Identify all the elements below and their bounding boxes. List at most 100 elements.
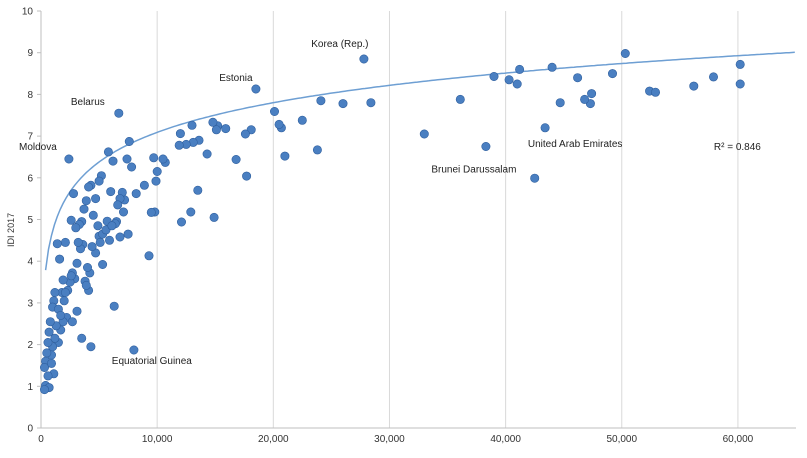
data-point bbox=[72, 306, 82, 316]
data-point bbox=[44, 327, 54, 337]
data-point bbox=[280, 151, 290, 161]
data-point bbox=[139, 180, 149, 190]
data-point bbox=[580, 94, 590, 104]
data-point bbox=[107, 221, 117, 231]
y-tick-label: 2 bbox=[27, 340, 33, 351]
data-point bbox=[515, 64, 525, 74]
data-point bbox=[504, 75, 514, 85]
data-point bbox=[39, 362, 49, 372]
data-point bbox=[52, 239, 62, 249]
data-point bbox=[42, 348, 52, 358]
data-point bbox=[87, 242, 97, 252]
annotation-label: Equatorial Guinea bbox=[112, 356, 192, 367]
data-point bbox=[43, 337, 53, 347]
data-point bbox=[81, 280, 91, 290]
data-point bbox=[512, 79, 522, 89]
log-trendline bbox=[44, 51, 795, 271]
data-point bbox=[72, 258, 82, 268]
data-point bbox=[69, 189, 79, 199]
data-point bbox=[587, 89, 597, 99]
data-point bbox=[91, 194, 101, 204]
data-point bbox=[66, 271, 76, 281]
data-point bbox=[193, 185, 203, 195]
data-point bbox=[221, 124, 231, 134]
y-tick-label: 1 bbox=[27, 382, 33, 393]
data-point bbox=[419, 129, 429, 139]
data-point bbox=[149, 153, 159, 163]
data-point bbox=[108, 156, 118, 166]
x-tick-label: 0 bbox=[38, 434, 44, 445]
data-point bbox=[144, 251, 154, 261]
data-point bbox=[152, 167, 162, 177]
data-point bbox=[50, 287, 60, 297]
data-point bbox=[81, 196, 91, 206]
data-point bbox=[187, 120, 197, 130]
annotation-label: Belarus bbox=[71, 97, 105, 108]
data-point bbox=[151, 176, 161, 186]
data-point bbox=[45, 317, 55, 327]
data-point bbox=[93, 221, 103, 231]
data-point bbox=[316, 96, 326, 106]
data-point bbox=[211, 125, 221, 135]
data-point bbox=[43, 371, 53, 381]
data-point bbox=[455, 94, 465, 104]
data-points bbox=[39, 48, 745, 395]
data-point bbox=[124, 137, 134, 147]
annotation-label: Estonia bbox=[219, 73, 253, 84]
data-point bbox=[84, 182, 94, 192]
x-tick-label: 60,000 bbox=[723, 434, 754, 445]
data-point bbox=[481, 142, 491, 152]
data-point bbox=[46, 358, 56, 368]
data-point bbox=[312, 145, 322, 155]
data-point bbox=[338, 99, 348, 109]
y-tick-label: 9 bbox=[27, 48, 33, 59]
x-tick-label: 30,000 bbox=[374, 434, 405, 445]
y-tick-label: 10 bbox=[22, 7, 34, 18]
y-tick-label: 6 bbox=[27, 173, 33, 184]
y-tick-labels: 0 1 2 3 4 5 6 7 8 9 10 bbox=[22, 7, 34, 435]
data-point bbox=[114, 108, 124, 118]
data-point bbox=[650, 87, 660, 97]
data-point bbox=[269, 107, 279, 117]
data-point bbox=[109, 301, 119, 311]
data-point bbox=[735, 79, 745, 89]
data-point bbox=[60, 287, 70, 297]
data-point bbox=[86, 342, 96, 352]
data-point bbox=[39, 385, 49, 395]
data-point bbox=[366, 98, 376, 108]
data-point bbox=[56, 310, 66, 320]
x-tick-label: 10,000 bbox=[142, 434, 173, 445]
data-point bbox=[208, 117, 218, 127]
data-point bbox=[251, 84, 261, 94]
x-tick-label: 50,000 bbox=[606, 434, 637, 445]
data-point bbox=[274, 119, 284, 129]
data-point bbox=[240, 129, 250, 139]
data-point bbox=[555, 98, 565, 108]
data-point bbox=[359, 54, 369, 64]
data-point bbox=[242, 171, 252, 181]
data-point bbox=[83, 262, 93, 272]
data-point bbox=[98, 259, 108, 269]
data-point bbox=[94, 176, 104, 186]
y-axis-title: IDI 2017 bbox=[6, 213, 16, 247]
annotation-label: Brunei Darussalam bbox=[431, 165, 516, 176]
data-point bbox=[105, 235, 115, 245]
data-point bbox=[60, 237, 70, 247]
data-point bbox=[71, 223, 81, 233]
data-point bbox=[127, 162, 137, 172]
data-point bbox=[106, 187, 116, 197]
y-tick-label: 4 bbox=[27, 257, 33, 268]
annotation-label: R² = 0.846 bbox=[714, 142, 761, 153]
data-point bbox=[95, 237, 105, 247]
data-point bbox=[620, 48, 630, 58]
data-point bbox=[64, 154, 74, 164]
trendline bbox=[44, 51, 795, 271]
data-point bbox=[77, 333, 87, 343]
data-point bbox=[607, 69, 617, 79]
data-point bbox=[158, 154, 168, 164]
y-tick-label: 8 bbox=[27, 90, 33, 101]
data-point bbox=[131, 189, 141, 199]
data-point bbox=[735, 59, 745, 69]
data-point bbox=[88, 210, 98, 220]
